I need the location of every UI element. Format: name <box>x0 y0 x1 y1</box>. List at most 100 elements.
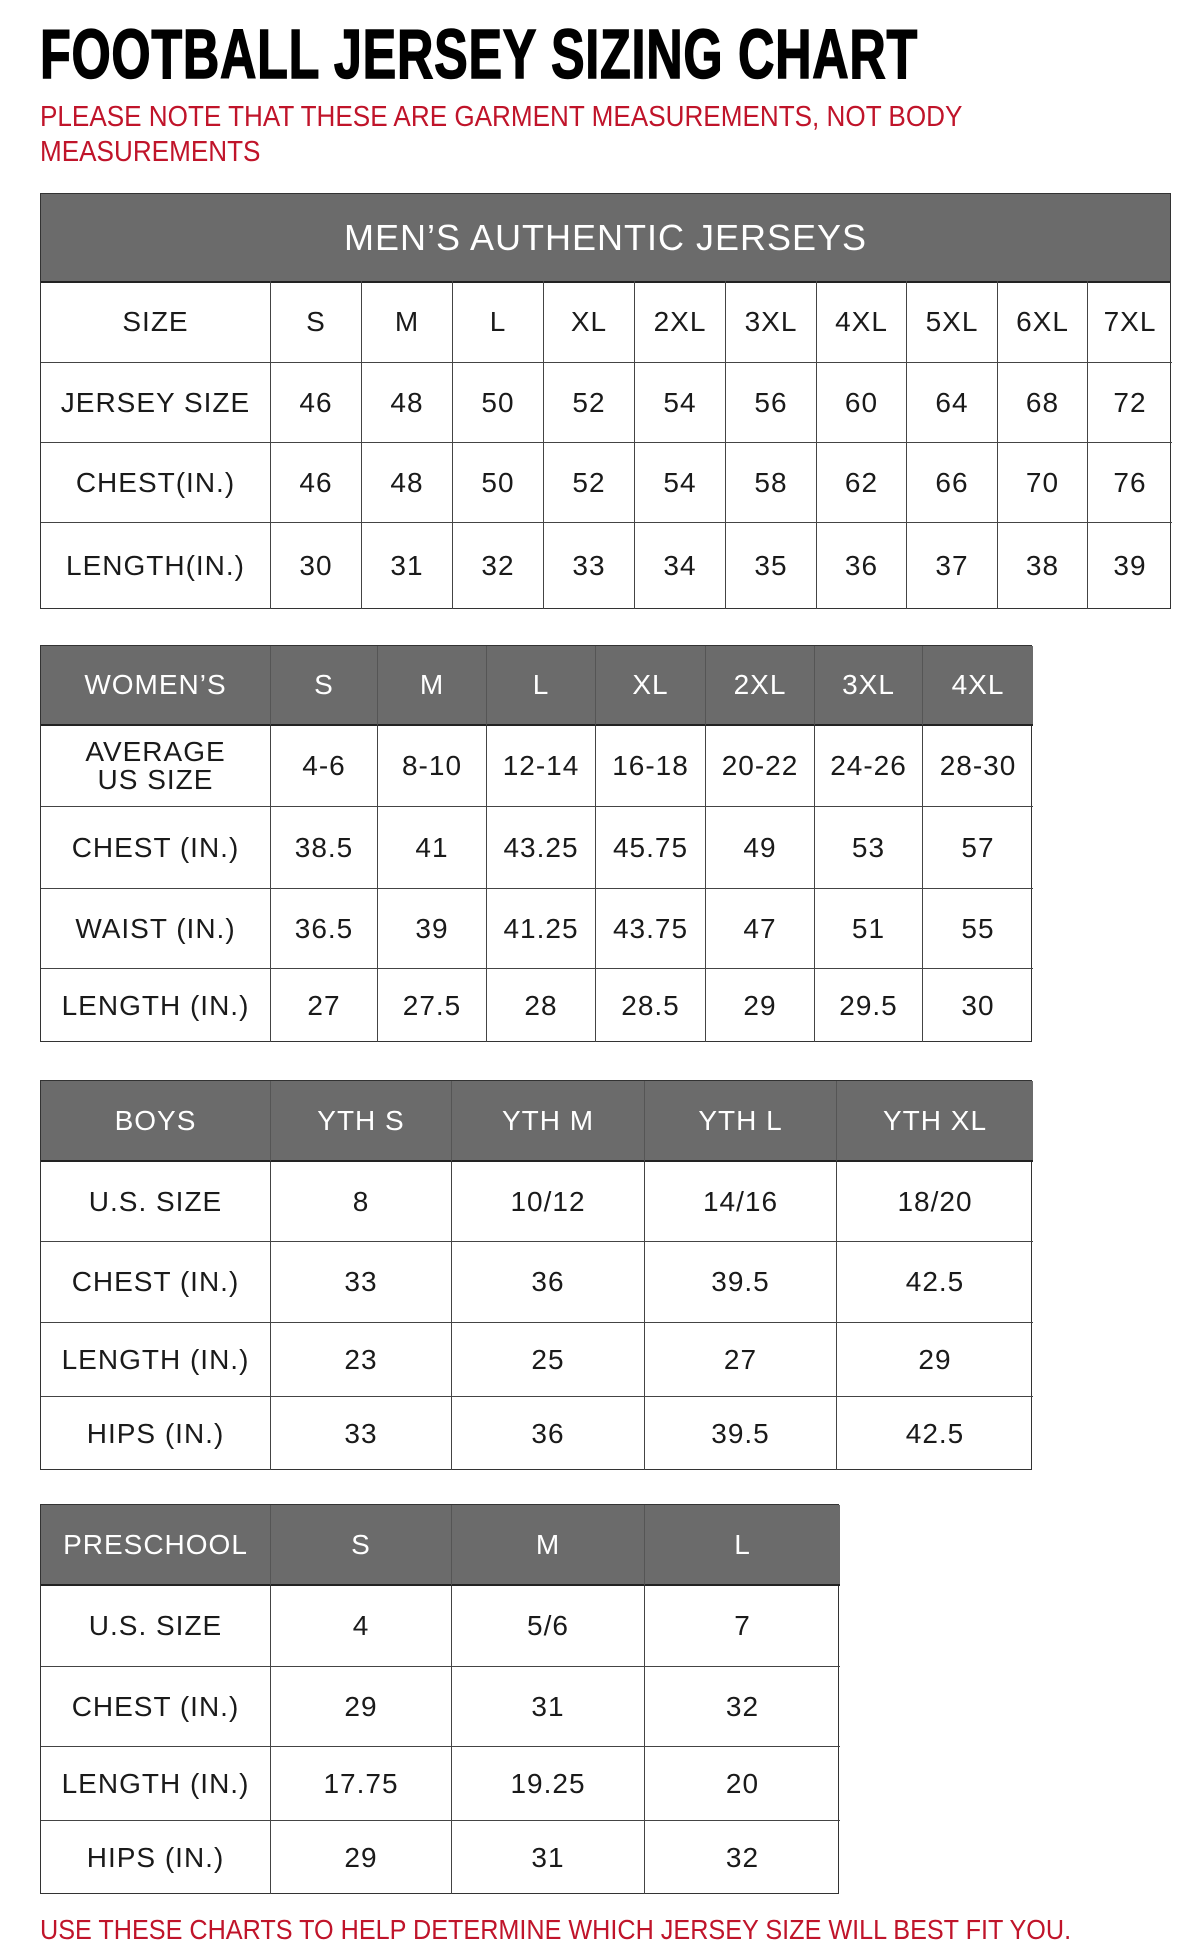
mens-value-cell: 39 <box>1113 550 1147 581</box>
mens-value-cell: 52 <box>544 363 635 443</box>
preschool-row-label: HIPS (IN.) <box>41 1821 271 1894</box>
mens-value-cell: 46 <box>271 363 362 443</box>
mens-size-header: 3XL <box>726 281 817 363</box>
footer-note: USE THESE CHARTS TO HELP DETERMINE WHICH… <box>40 1914 1072 1945</box>
boys-value-cell: 33 <box>271 1242 452 1323</box>
mens-value-cell: 35 <box>726 523 817 609</box>
womens-value-cell: 4-6 <box>271 726 378 807</box>
womens-value-cell: 45.75 <box>596 807 706 889</box>
preschool-value-cell: 29 <box>271 1667 452 1747</box>
womens-value-cell: 41.25 <box>487 889 596 969</box>
womens-value-cell: 28.5 <box>596 969 706 1042</box>
boys-value-cell: 39.5 <box>645 1242 837 1323</box>
womens-value-cell: 39 <box>378 889 487 969</box>
mens-header-label: SIZE <box>41 281 271 363</box>
boys-value-cell: 27 <box>645 1323 837 1397</box>
womens-row-label: CHEST (IN.) <box>41 807 271 889</box>
womens-value-cell: 55 <box>923 889 1033 969</box>
womens-size-header: S <box>271 646 378 726</box>
womens-value-cell: 43.75 <box>596 889 706 969</box>
preschool-value-cell: 32 <box>645 1667 840 1747</box>
womens-value-cell: 53 <box>815 807 923 889</box>
boys-value-cell: 14/16 <box>645 1162 837 1242</box>
preschool-value-cell: 19.25 <box>452 1747 645 1821</box>
mens-value-cell: 46 <box>271 443 362 523</box>
womens-value-cell: 12-14 <box>487 726 596 807</box>
mens-value-cell: 50 <box>453 443 544 523</box>
preschool-value-cell: 31 <box>452 1821 645 1894</box>
mens-value-cell: 38 <box>998 523 1088 609</box>
mens-value-cell: 48 <box>362 443 453 523</box>
mens-value-cell: 62 <box>817 443 907 523</box>
mens-value-cell: 33 <box>544 523 635 609</box>
boys-value-cell: 10/12 <box>452 1162 645 1242</box>
mens-size-header: S <box>271 281 362 363</box>
womens-value-cell: 29 <box>706 969 815 1042</box>
womens-value-cell: 47 <box>706 889 815 969</box>
mens-value-cell: 52 <box>544 443 635 523</box>
mens-row-label: LENGTH(IN.) <box>41 523 271 609</box>
boys-value-cell: 23 <box>271 1323 452 1397</box>
preschool-size-header: L <box>645 1505 840 1586</box>
mens-value-cell: 56 <box>726 363 817 443</box>
mens-value-cell: 66 <box>907 443 998 523</box>
womens-size-header: XL <box>596 646 706 726</box>
preschool-value-cell: 5/6 <box>452 1586 645 1667</box>
boys-size-header: YTH L <box>645 1081 837 1162</box>
preschool-row-label: U.S. SIZE <box>41 1586 271 1667</box>
preschool-value-cell: 20 <box>645 1747 840 1821</box>
mens-value-cell: 37 <box>907 523 998 609</box>
womens-table: WOMEN’S S M L XL 2XL 3XL 4XL AVERAGE US SIZE 4-6 8… <box>40 645 1033 1042</box>
womens-size-header: 4XL <box>923 646 1033 726</box>
boys-value-cell: 29 <box>837 1323 1033 1397</box>
boys-size-header: YTH XL <box>837 1081 1033 1162</box>
mens-size-header: 4XL <box>817 281 907 363</box>
womens-value-cell: 51 <box>815 889 923 969</box>
preschool-value-cell: 17.75 <box>271 1747 452 1821</box>
boys-row-label: LENGTH (IN.) <box>41 1323 271 1397</box>
mens-value-cell: 50 <box>453 363 544 443</box>
boys-value-cell: 36 <box>452 1242 645 1323</box>
preschool-size-header: S <box>271 1505 452 1586</box>
mens-value-cell: 64 <box>907 363 998 443</box>
womens-row-label: WAIST (IN.) <box>41 889 271 969</box>
womens-size-header: L <box>487 646 596 726</box>
boys-row-label: CHEST (IN.) <box>41 1242 271 1323</box>
mens-size-header: L <box>453 281 544 363</box>
womens-value-cell: 28 <box>487 969 596 1042</box>
mens-authentic-jerseys-table: MEN’S AUTHENTIC JERSEYS SIZE S M L XL 2XL 3XL 4… <box>40 193 1172 609</box>
mens-value-cell: 30 <box>271 523 362 609</box>
boys-value-cell: 18/20 <box>837 1162 1033 1242</box>
womens-value-cell: 43.25 <box>487 807 596 889</box>
womens-value-cell: 38.5 <box>271 807 378 889</box>
boys-value-cell: 8 <box>271 1162 452 1242</box>
preschool-value-cell: 32 <box>725 1841 760 1873</box>
womens-value-cell: 30 <box>961 989 995 1021</box>
boys-value-cell: 36 <box>452 1397 645 1470</box>
mens-value-cell: 70 <box>998 443 1088 523</box>
preschool-value-cell: 4 <box>271 1586 452 1667</box>
womens-header-label: WOMEN’S <box>41 646 271 726</box>
womens-value-cell: 36.5 <box>271 889 378 969</box>
mens-value-cell: 36 <box>817 523 907 609</box>
preschool-value-cell: 31 <box>452 1667 645 1747</box>
mens-row-label: CHEST(IN.) <box>41 443 271 523</box>
mens-value-cell: 60 <box>817 363 907 443</box>
womens-value-cell: 27 <box>271 969 378 1042</box>
womens-value-cell: 49 <box>706 807 815 889</box>
boys-row-label: HIPS (IN.) <box>41 1397 271 1470</box>
womens-size-header: 3XL <box>815 646 923 726</box>
mens-value-cell: 32 <box>453 523 544 609</box>
preschool-table: PRESCHOOL S M L U.S. SIZE 4 5/6 7 CHEST (IN.) 29 3… <box>40 1504 840 1894</box>
mens-value-cell: 76 <box>1088 443 1172 523</box>
womens-value-cell: 41 <box>378 807 487 889</box>
womens-value-cell: 16-18 <box>596 726 706 807</box>
boys-value-cell: 42.5 <box>905 1417 965 1449</box>
womens-row-label: AVERAGE US SIZE <box>41 726 271 807</box>
page-title: FOOTBALL JERSEY SIZING CHART <box>39 14 918 94</box>
mens-table-banner: MEN’S AUTHENTIC JERSEYS <box>41 194 1170 283</box>
womens-value-cell: 57 <box>923 807 1033 889</box>
preschool-value-cell: 29 <box>271 1821 452 1894</box>
mens-value-cell: 58 <box>726 443 817 523</box>
preschool-size-header: M <box>452 1505 645 1586</box>
